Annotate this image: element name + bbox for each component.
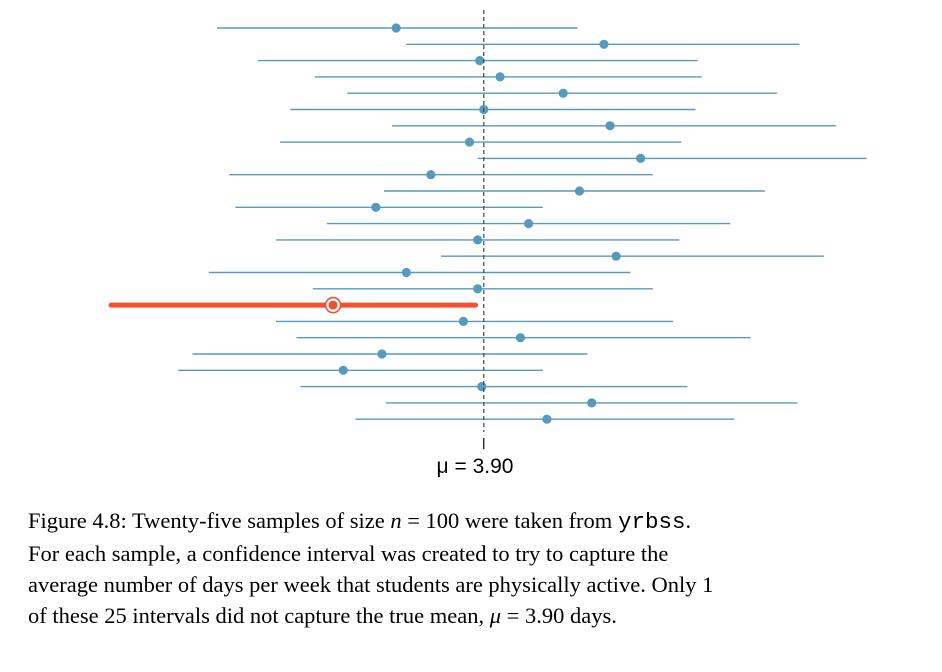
interval-point (558, 88, 568, 98)
n-symbol: n (390, 508, 402, 533)
mu-value: 3.90 (472, 455, 514, 478)
caption-line-1: Figure 4.8: Twenty-five samples of size … (28, 505, 924, 538)
interval-point (574, 186, 585, 196)
interval-point (599, 39, 609, 49)
caption-text-4a: of these 25 intervals did not capture th… (28, 603, 490, 628)
interval-point (605, 121, 615, 131)
caption-text-2: = 100 were taken from (401, 508, 618, 533)
interval-point (458, 316, 469, 326)
interval-point (542, 414, 552, 424)
interval-point (587, 398, 597, 408)
interval-point (401, 267, 411, 278)
interval-point (338, 365, 348, 375)
caption-line-3: average number of days per week that stu… (28, 572, 714, 597)
interval-point (371, 202, 381, 212)
caption-text-4b: = 3.90 days. (501, 603, 617, 628)
caption-text-1: Twenty-five samples of size (126, 508, 391, 533)
interval-point (611, 251, 621, 261)
interval-point (473, 235, 483, 245)
intervals-group (108, 23, 867, 424)
true-mean-label: μ = 3.90 (420, 455, 530, 479)
dataset-name: yrbss (617, 509, 686, 535)
interval-point (523, 219, 534, 229)
figure-caption: Figure 4.8: Twenty-five samples of size … (28, 505, 924, 631)
interval-point (464, 137, 475, 147)
interval-point (426, 170, 436, 180)
interval-point (477, 382, 487, 392)
figure-label: Figure 4.8: (28, 508, 127, 533)
caption-text-3: . (685, 508, 692, 533)
caption-line-4: of these 25 intervals did not capture th… (28, 600, 924, 631)
interval-point (495, 72, 505, 82)
mu-symbol: μ (489, 603, 502, 628)
confidence-interval-chart (108, 10, 867, 449)
caption-line-2: For each sample, a confidence interval w… (28, 541, 669, 566)
interval-point (473, 284, 483, 294)
mu-prefix: μ = (436, 455, 473, 478)
interval-point (635, 153, 646, 163)
interval-point (475, 56, 485, 66)
interval-point (377, 349, 387, 359)
interval-point (515, 333, 526, 343)
interval-point (391, 23, 401, 33)
interval-point-missed (328, 300, 338, 310)
